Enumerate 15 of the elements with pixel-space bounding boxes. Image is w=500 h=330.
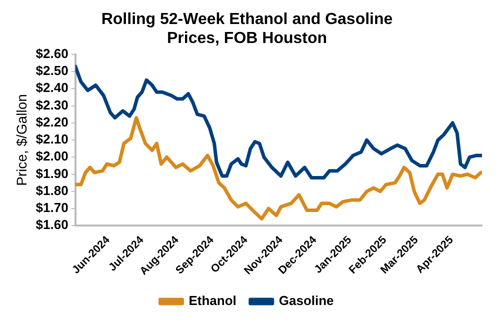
y-tick-label: $2.60 [36, 46, 68, 61]
y-tick-label: $2.30 [36, 97, 68, 112]
y-tick-label: $2.00 [36, 148, 68, 164]
y-tick-label: $2.10 [36, 132, 68, 147]
y-axis-title: Price, $/Gallon [13, 94, 30, 186]
y-tick-label: $1.80 [36, 182, 68, 198]
y-tick-label: $2.40 [36, 80, 68, 96]
legend-label: Gasoline [278, 293, 334, 308]
chart-title: Rolling 52-Week Ethanol and Gasoline Prices, FOB Houston [101, 11, 393, 48]
y-tick-label: $2.20 [36, 114, 68, 130]
y-tick-label: $2.50 [36, 63, 68, 78]
y-tick-label: $1.90 [36, 166, 68, 181]
y-tick-label: $1.70 [36, 200, 68, 216]
y-tick-label: $1.60 [36, 217, 68, 232]
legend-label: Ethanol [188, 293, 236, 308]
